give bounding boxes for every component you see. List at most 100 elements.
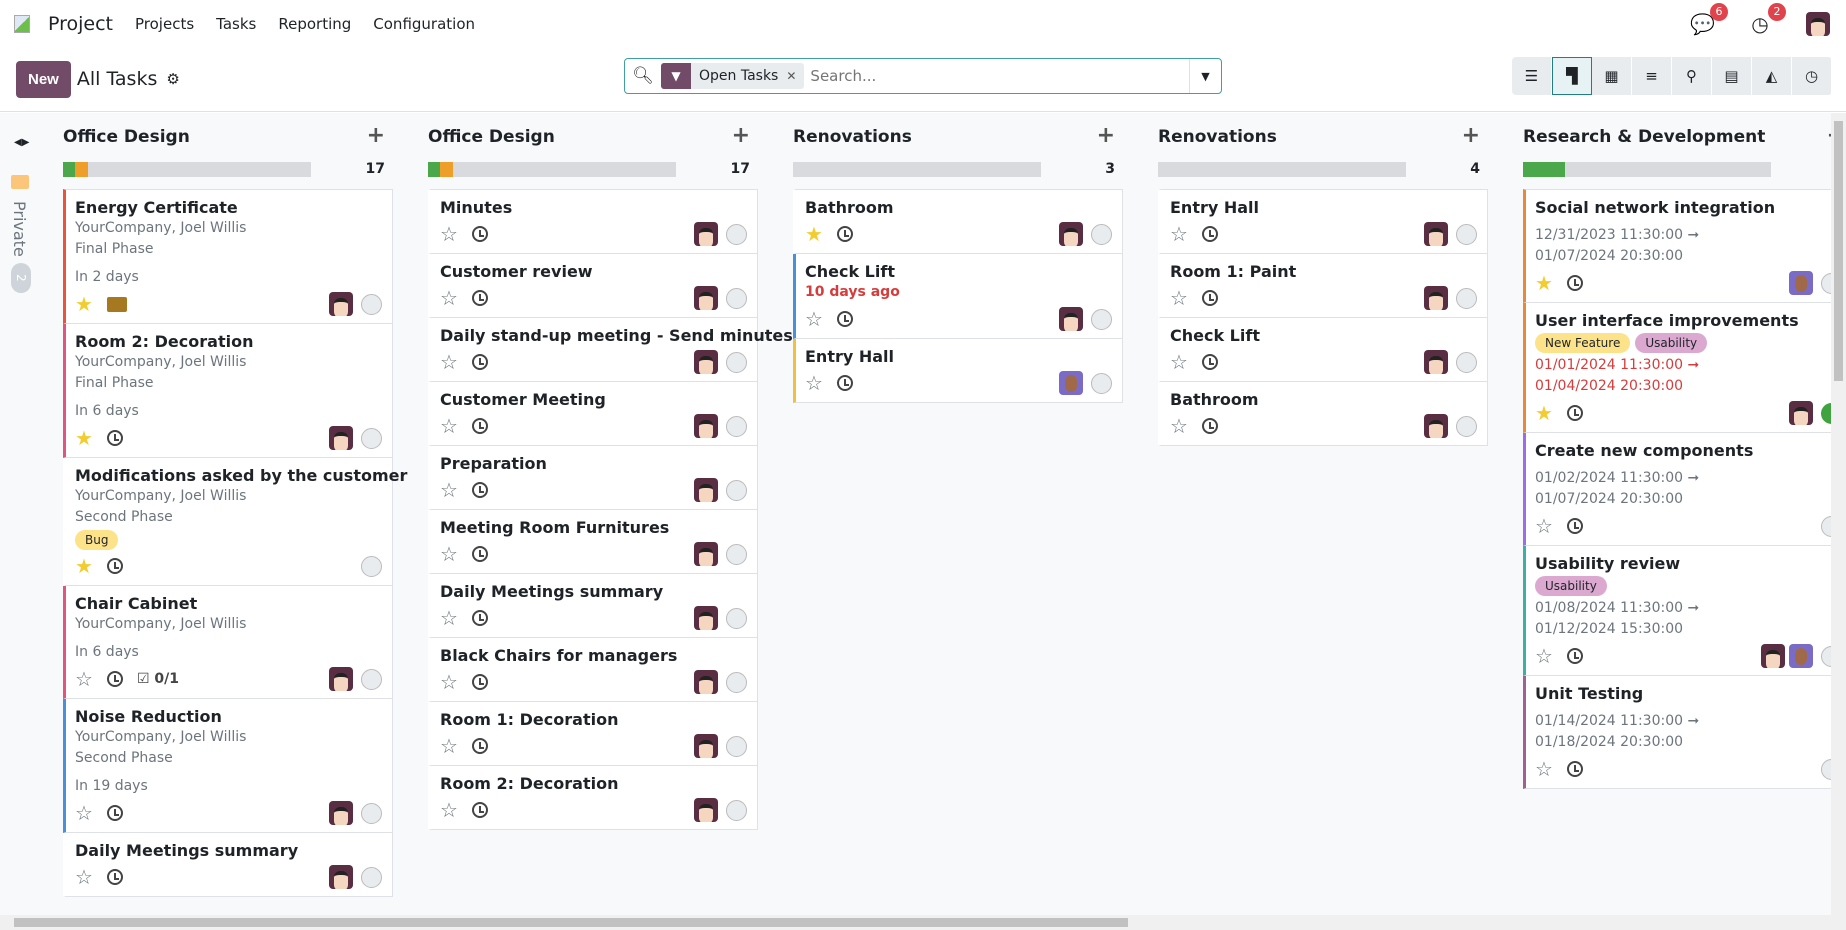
clock-icon[interactable] — [471, 354, 488, 370]
clock-icon[interactable] — [106, 869, 123, 885]
task-card[interactable]: Create new components 01/02/2024 11:30:00… — [1523, 433, 1831, 546]
scrollbar-thumb[interactable] — [14, 918, 1128, 927]
state-circle[interactable] — [1821, 758, 1831, 780]
star-icon[interactable]: ☆ — [1535, 757, 1553, 781]
star-icon[interactable]: ☆ — [440, 478, 458, 502]
clock-icon[interactable] — [1201, 354, 1218, 370]
state-circle[interactable] — [726, 415, 747, 437]
state-circle[interactable] — [726, 351, 747, 373]
star-icon[interactable]: ☆ — [440, 542, 458, 566]
activities-clock-icon[interactable]: ◷ 2 — [1748, 2, 1786, 35]
envelope-icon[interactable] — [106, 296, 127, 312]
star-icon[interactable]: ☆ — [75, 865, 93, 889]
add-task-plus-icon[interactable]: + — [731, 123, 750, 148]
state-circle[interactable] — [1821, 645, 1831, 667]
assignee-avatar[interactable] — [329, 865, 353, 889]
clock-icon[interactable] — [471, 802, 488, 818]
clock-icon[interactable] — [1201, 290, 1218, 306]
task-card[interactable]: Check Lift ☆ — [1158, 318, 1488, 382]
star-icon[interactable]: ☆ — [1535, 644, 1553, 668]
task-card[interactable]: Black Chairs for managers ☆ — [428, 638, 758, 702]
task-card[interactable]: Usability review Usability 01/08/2024 11:3… — [1523, 546, 1831, 676]
star-icon[interactable]: ☆ — [440, 670, 458, 694]
column-progress-bar[interactable] — [793, 162, 1041, 177]
state-circle[interactable] — [726, 287, 747, 309]
clock-icon[interactable] — [471, 738, 488, 754]
clock-icon[interactable] — [1566, 405, 1583, 421]
add-task-plus-icon[interactable]: + — [366, 123, 385, 148]
task-card[interactable]: Minutes ☆ — [428, 189, 758, 254]
assignee-avatar[interactable] — [329, 292, 353, 316]
clock-icon[interactable] — [1566, 761, 1583, 777]
task-card[interactable]: Bathroom ☆ — [1158, 382, 1488, 446]
task-card[interactable]: Entry Hall ☆ — [793, 339, 1123, 403]
state-circle[interactable] — [1456, 287, 1477, 309]
column-title[interactable]: Office Design — [63, 127, 190, 147]
vertical-scrollbar[interactable] — [1831, 113, 1846, 930]
assignee-avatar[interactable] — [694, 542, 718, 566]
clock-icon[interactable] — [836, 375, 853, 391]
clock-icon[interactable] — [106, 671, 123, 687]
clock-icon[interactable] — [106, 558, 123, 574]
task-card[interactable]: Daily Meetings summary ☆ — [428, 574, 758, 638]
assignee-avatar[interactable] — [1059, 371, 1083, 395]
star-icon[interactable]: ☆ — [1170, 222, 1188, 246]
assignee-avatar[interactable] — [329, 667, 353, 691]
column-title[interactable]: Research & Development — [1523, 127, 1766, 147]
star-icon[interactable]: ☆ — [75, 801, 93, 825]
remove-facet-icon[interactable]: ✕ — [786, 69, 797, 83]
assignee-avatar[interactable] — [694, 734, 718, 758]
star-icon[interactable]: ☆ — [440, 734, 458, 758]
assignee-avatar[interactable] — [1789, 644, 1813, 668]
task-card[interactable]: Modifications asked by the customer YourC… — [63, 458, 407, 586]
state-circle[interactable] — [1821, 402, 1831, 424]
star-icon[interactable]: ★ — [75, 554, 93, 578]
star-icon[interactable]: ☆ — [440, 222, 458, 246]
assignee-avatar[interactable] — [1424, 350, 1448, 374]
star-icon[interactable]: ☆ — [75, 667, 93, 691]
gear-icon[interactable]: ⚙ — [166, 70, 180, 88]
assignee-avatar[interactable] — [1761, 644, 1785, 668]
task-card[interactable]: Unit Testing 01/14/2024 11:30:00 ➞ 01/18/2… — [1523, 676, 1831, 789]
column-progress-bar[interactable] — [1158, 162, 1406, 177]
task-card[interactable]: Room 2: Decoration YourCompany, Joel Will… — [63, 324, 393, 458]
assignee-avatar[interactable] — [694, 798, 718, 822]
graph-icon[interactable]: ◭ — [1752, 57, 1792, 95]
clock-icon[interactable] — [471, 482, 488, 498]
menu-configuration[interactable]: Configuration — [373, 14, 476, 33]
assignee-avatar[interactable] — [1059, 307, 1083, 331]
assignee-avatar[interactable] — [694, 222, 718, 246]
star-icon[interactable]: ☆ — [440, 286, 458, 310]
task-card[interactable]: Chair Cabinet YourCompany, Joel Willis In … — [63, 586, 393, 699]
add-task-plus-icon[interactable]: + — [1461, 123, 1480, 148]
state-circle[interactable] — [361, 555, 382, 577]
state-circle[interactable] — [1091, 308, 1112, 330]
state-circle[interactable] — [361, 866, 382, 888]
column-progress-bar[interactable] — [63, 162, 311, 177]
star-icon[interactable]: ☆ — [440, 350, 458, 374]
state-circle[interactable] — [1821, 515, 1831, 537]
task-card[interactable]: User interface improvements New Feature Us… — [1523, 303, 1831, 433]
assignee-avatar[interactable] — [694, 286, 718, 310]
star-icon[interactable]: ★ — [1535, 401, 1553, 425]
clock-icon[interactable] — [106, 805, 123, 821]
clock-icon[interactable] — [1566, 275, 1583, 291]
assignee-avatar[interactable] — [694, 414, 718, 438]
assignee-avatar[interactable] — [329, 801, 353, 825]
star-icon[interactable]: ☆ — [1170, 414, 1188, 438]
clock-icon[interactable] — [471, 226, 488, 242]
map-icon[interactable]: ⚲ — [1672, 57, 1712, 95]
folded-column-private[interactable]: ◀▶ Private 2 — [0, 113, 45, 915]
star-icon[interactable]: ★ — [805, 222, 823, 246]
gantt-icon[interactable]: ≡ — [1632, 57, 1672, 95]
state-circle[interactable] — [726, 479, 747, 501]
assignee-avatar[interactable] — [1424, 222, 1448, 246]
app-logo-icon[interactable] — [12, 13, 34, 35]
assignee-avatar[interactable] — [694, 670, 718, 694]
star-icon[interactable]: ☆ — [1170, 286, 1188, 310]
assignee-avatar[interactable] — [694, 350, 718, 374]
column-title[interactable]: Renovations — [1158, 127, 1277, 147]
state-circle[interactable] — [361, 668, 382, 690]
task-card[interactable]: Preparation ☆ — [428, 446, 758, 510]
column-title[interactable]: Renovations — [793, 127, 912, 147]
